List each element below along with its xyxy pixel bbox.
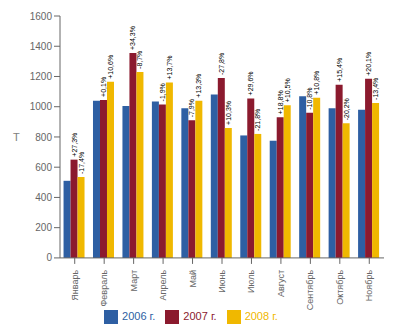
- svg-text:800: 800: [35, 132, 52, 143]
- svg-text:-17,4%: -17,4%: [78, 152, 85, 174]
- svg-text:Март: Март: [129, 270, 139, 292]
- svg-text:-20,2%: -20,2%: [343, 98, 350, 120]
- svg-text:1200: 1200: [30, 71, 53, 82]
- svg-text:Январь: Январь: [70, 270, 80, 301]
- svg-text:-8,7%: -8,7%: [136, 51, 143, 69]
- svg-text:-13,4%: -13,4%: [372, 78, 379, 100]
- svg-text:Октябрь: Октябрь: [335, 270, 345, 305]
- svg-text:1600: 1600: [30, 11, 53, 22]
- svg-text:200: 200: [35, 222, 52, 233]
- svg-text:Ноябрь: Ноябрь: [364, 270, 374, 302]
- svg-text:Сентябрь: Сентябрь: [305, 270, 315, 311]
- svg-text:+20,1%: +20,1%: [365, 52, 372, 76]
- svg-text:+10,3%: +10,3%: [225, 101, 232, 125]
- svg-text:Июнь: Июнь: [217, 270, 227, 293]
- svg-text:-27,8%: -27,8%: [218, 53, 225, 75]
- svg-text:+10,6%: +10,6%: [107, 55, 114, 79]
- svg-text:+13,3%: +13,3%: [195, 74, 202, 98]
- svg-text:1000: 1000: [30, 101, 53, 112]
- svg-text:-21,8%: -21,8%: [254, 109, 261, 131]
- html-text:2008 г.: 2008 г.: [244, 309, 278, 322]
- svg-text:+10,5%: +10,5%: [284, 78, 291, 102]
- html-text:2007 г.: 2007 г.: [183, 309, 217, 322]
- svg-text:Июль: Июль: [246, 270, 256, 293]
- svg-text:Май: Май: [188, 270, 198, 288]
- svg-text:1400: 1400: [30, 41, 53, 52]
- svg-text:600: 600: [35, 162, 52, 173]
- svg-text:+29,6%: +29,6%: [247, 71, 254, 95]
- svg-text:+18,8%: +18,8%: [277, 90, 284, 114]
- svg-text:Февраль: Февраль: [99, 270, 109, 307]
- svg-text:+27,3%: +27,3%: [71, 133, 78, 157]
- svg-text:+10,8%: +10,8%: [313, 71, 320, 95]
- svg-text:-1,9%: -1,9%: [159, 83, 166, 101]
- svg-text:Апрель: Апрель: [158, 270, 168, 301]
- svg-text:+0,1%: +0,1%: [100, 77, 107, 97]
- svg-text:+13,7%: +13,7%: [166, 56, 173, 80]
- svg-text:0: 0: [46, 252, 52, 263]
- svg-text:-10,8%: -10,8%: [306, 88, 313, 110]
- svg-text:Август: Август: [276, 270, 286, 297]
- svg-text:400: 400: [35, 192, 52, 203]
- html-text:2006 г.: 2006 г.: [122, 309, 156, 322]
- svg-text:-7,9%: -7,9%: [188, 99, 195, 117]
- svg-text:Т: Т: [13, 131, 20, 143]
- svg-text:+15,4%: +15,4%: [336, 58, 343, 82]
- svg-text:+34,3%: +34,3%: [129, 26, 136, 50]
